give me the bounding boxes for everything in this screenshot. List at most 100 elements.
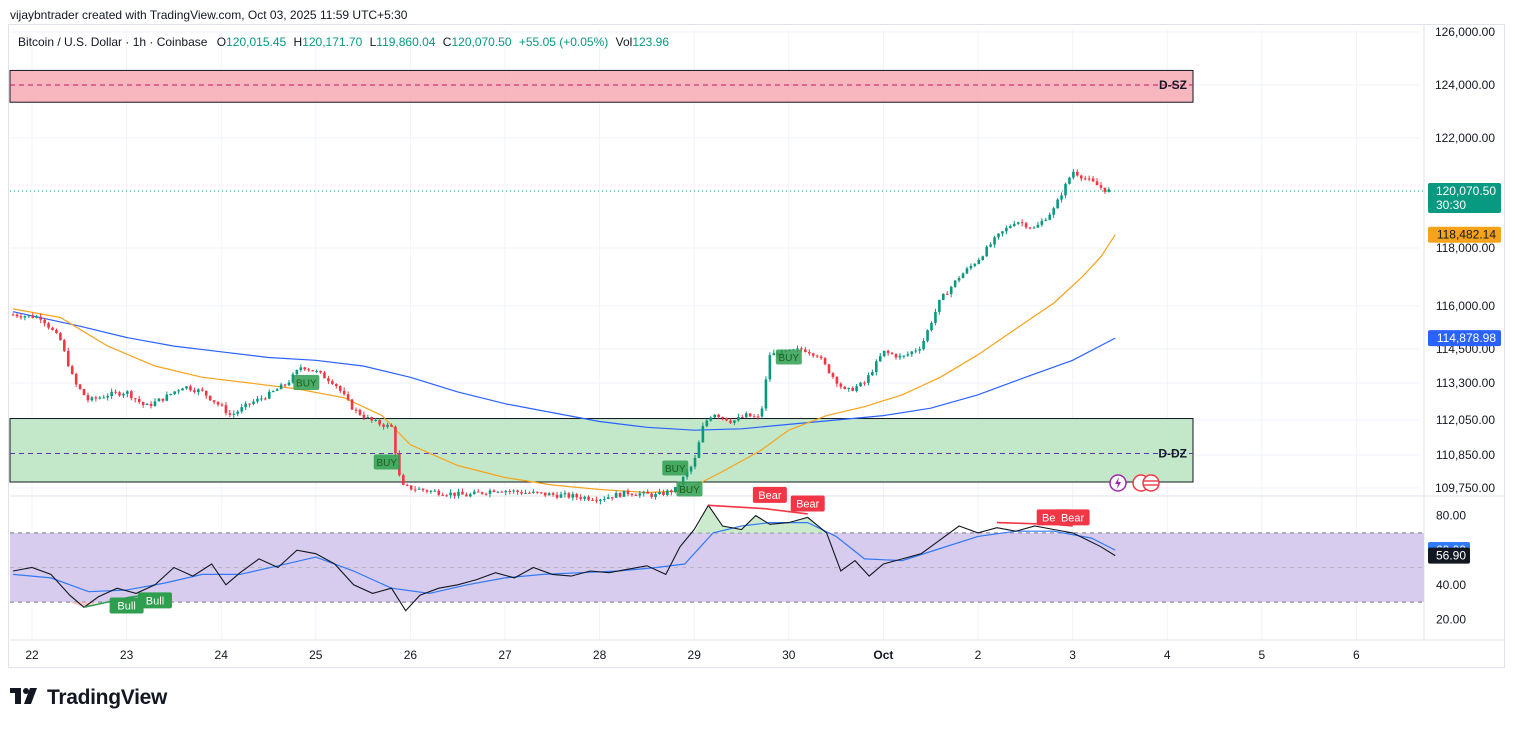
rsi-value-badge: [1428, 547, 1470, 564]
supply-zone: [9, 69, 1194, 103]
candle-up: [1001, 231, 1004, 234]
candle-down: [1028, 227, 1032, 229]
buy-signal-label: BUY: [296, 379, 317, 390]
candle-up: [35, 316, 39, 318]
candle-down: [587, 496, 590, 500]
candle-up: [871, 372, 874, 376]
candle-down: [555, 494, 559, 498]
candle-up: [240, 407, 243, 412]
candle-up: [106, 396, 109, 398]
candle-down: [346, 394, 350, 400]
candle-down: [752, 416, 756, 418]
candle-up: [1056, 199, 1059, 209]
candle-up: [98, 397, 102, 399]
bull-divergence-tag: [109, 597, 144, 614]
candle-down: [646, 491, 649, 494]
candle-down: [323, 372, 326, 379]
candle-down: [425, 490, 429, 492]
symbol-label[interactable]: Bitcoin / U.S. Dollar · 1h · Coinbase: [18, 35, 208, 49]
candle-down: [70, 366, 74, 374]
candle-down: [362, 414, 366, 418]
candle-up: [622, 490, 626, 497]
candle-down: [59, 333, 62, 341]
candle-up: [102, 397, 106, 399]
price-tick-label: 118,000.00: [1436, 241, 1495, 255]
candle-up: [926, 330, 929, 341]
candle-down: [189, 386, 192, 391]
candle-down: [319, 370, 322, 373]
candle-up: [918, 349, 921, 351]
candle-up: [145, 403, 149, 405]
candle-up: [764, 379, 768, 409]
bear-divergence-tag: [1055, 509, 1090, 526]
candle-down: [823, 358, 827, 365]
candle-up: [867, 375, 870, 383]
candle-down: [358, 409, 362, 415]
candle-down: [461, 491, 464, 495]
candle-down: [453, 492, 456, 496]
candle-down: [567, 493, 571, 498]
ema-slow-value-label: 114,878.98: [1437, 331, 1496, 345]
candle-down: [63, 340, 66, 351]
candle-down: [729, 420, 732, 423]
candle-down: [311, 370, 314, 372]
candle-up: [1072, 171, 1075, 178]
candle-down: [543, 492, 547, 496]
buy-signal: BUY: [662, 460, 689, 476]
candle-up: [429, 490, 433, 492]
candle-down: [748, 413, 752, 417]
time-tick-label: 3: [1069, 648, 1076, 662]
high-key: H: [293, 35, 303, 49]
candle-up: [1036, 224, 1040, 228]
candle-down: [149, 403, 153, 406]
time-tick-label: 5: [1258, 648, 1265, 662]
ema-fast-badge: [1428, 226, 1501, 243]
candle-up: [232, 413, 236, 415]
candle-down: [1099, 185, 1103, 188]
candle-up: [1068, 177, 1071, 184]
candle-down: [480, 492, 484, 494]
candle-up: [957, 278, 961, 281]
candle-down: [800, 348, 803, 350]
time-tick-label: 4: [1164, 648, 1171, 662]
candle-up: [157, 398, 161, 402]
candle-down: [378, 420, 381, 425]
candle-up: [997, 233, 1000, 238]
candle-up: [961, 273, 965, 279]
chart-canvas[interactable]: D-SZ D-DZ BUY BUY BUY BUY BUY 126,000.00 124,000…: [0, 0, 1515, 680]
candle-down: [141, 401, 145, 405]
tradingview-logo[interactable]: TradingView: [10, 686, 167, 710]
candle-up: [386, 424, 389, 427]
candle-up: [859, 382, 862, 387]
bear-divergence-label: Bear: [1061, 512, 1085, 524]
open-value: 120,015.45: [226, 35, 287, 49]
time-tick-label: 23: [120, 648, 134, 662]
candle-down: [508, 491, 512, 493]
candle-up: [993, 237, 996, 245]
candle-down: [43, 319, 46, 324]
candle-up: [614, 493, 618, 498]
candle-down: [1087, 178, 1091, 180]
candle-up: [271, 390, 275, 392]
candle-up: [1009, 226, 1012, 228]
candle-up: [496, 491, 500, 493]
candle-down: [551, 493, 555, 495]
supply-zone-label: D-SZ: [1159, 78, 1187, 92]
ema-slow-line: [12, 311, 1116, 431]
time-tick-label: 27: [498, 648, 512, 662]
buy-signal-tag: [293, 375, 320, 390]
candle-down: [31, 315, 35, 318]
candle-up: [110, 391, 113, 397]
candle-up: [953, 280, 957, 287]
candle-down: [445, 495, 448, 497]
candle-down: [804, 349, 807, 353]
candle-down: [740, 417, 744, 419]
candle-up: [737, 417, 740, 421]
candle-down: [721, 416, 724, 418]
candle-down: [382, 424, 385, 427]
candle-up: [1005, 227, 1008, 232]
candle-down: [650, 493, 653, 497]
ema-slow-badge: [1428, 330, 1501, 347]
candle-up: [504, 491, 508, 493]
